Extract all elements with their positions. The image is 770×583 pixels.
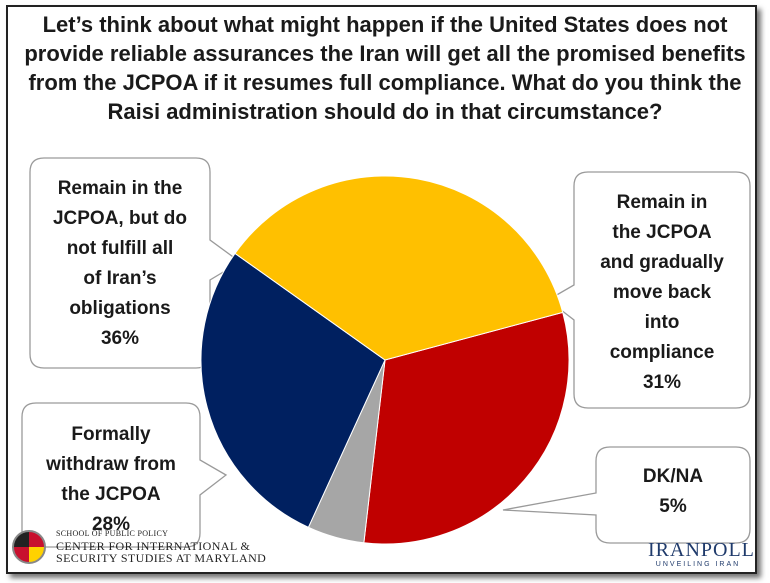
iranpoll-logo: IRANPOLL UNVEILING IRAN [648,539,755,569]
callout-remain-not-fulfill-label-line: obligations [69,298,170,319]
callout-dkna-box [502,446,751,544]
callout-dkna-value-label: 5% [659,496,687,517]
callout-withdraw-label-line: Formally [71,424,151,445]
callout-withdraw-label-line: the JCPOA [61,484,161,505]
university-seal-icon [12,530,46,564]
callout-dkna-label-line: DK/NA [643,466,703,487]
center-name-line1: CENTER FOR INTERNATIONAL & [56,539,251,553]
callout-remain-comply-box [546,171,751,409]
chart-title: Let’s think about what might happen if t… [24,12,746,124]
slices-layer [200,175,570,545]
center-name-line2: SECURITY STUDIES AT MARYLAND [56,551,267,565]
callout-remain-comply-value-label: 31% [643,372,681,393]
umd-cisssm-logo: SCHOOL OF PUBLIC POLICY CENTER FOR INTER… [12,526,266,570]
callout-dkna: DK/NA 5% [502,446,751,544]
callout-withdraw-value-label: 28% [92,514,130,535]
callout-remain-not-fulfill-label-line: not fulfill all [67,238,174,259]
callout-withdraw: Formally withdraw from the JCPOA 28% [21,402,228,548]
callout-remain-not-fulfill-label-line: JCPOA, but do [53,208,187,229]
callout-remain-not-fulfill-value-label: 36% [101,328,139,349]
slice-remain-comply [363,311,570,545]
slice-withdraw [200,252,386,528]
callout-remain-comply-label-line: into [645,312,680,333]
school-name: SCHOOL OF PUBLIC POLICY [56,529,169,538]
callout-remain-comply-label-line: and gradually [600,252,724,273]
callout-remain-not-fulfill-box [29,157,242,369]
callout-remain-comply-label-line: compliance [610,342,715,363]
iranpoll-tagline: UNVEILING IRAN [655,561,741,568]
callout-remain-not-fulfill-label-line: Remain in the [58,178,183,199]
callout-remain-comply-label-line: the JCPOA [612,222,712,243]
callouts-layer: Remain in the JCPOA, but do not fulfill al… [21,157,751,548]
callout-remain-not-fulfill-label-line: of Iran’s [83,268,156,289]
callout-withdraw-box [21,402,228,548]
callout-withdraw-label-line: withdraw from [45,454,176,475]
slice-remain-not-fulfill [234,175,564,361]
callout-remain-comply-label-line: Remain in [617,192,708,213]
callout-remain-comply: Remain in the JCPOA and gradually move back… [546,171,751,409]
callout-remain-not-fulfill: Remain in the JCPOA, but do not fulfill al… [29,157,242,369]
iranpoll-wordmark: IRANPOLL [648,539,755,561]
callout-remain-comply-label-line: move back [613,282,712,303]
